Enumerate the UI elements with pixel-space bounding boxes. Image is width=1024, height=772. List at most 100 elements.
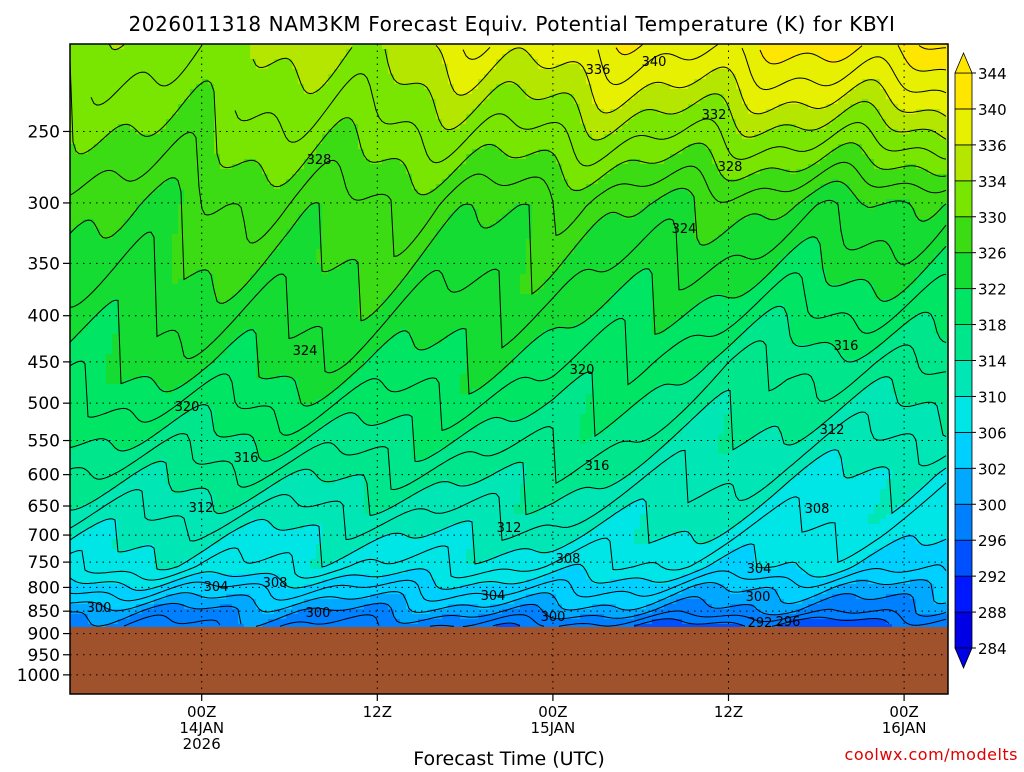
field-cell xyxy=(580,194,587,200)
field-cell xyxy=(130,209,137,215)
field-cell xyxy=(844,109,851,115)
field-cell xyxy=(730,74,737,80)
field-cell xyxy=(352,109,359,115)
field-cell xyxy=(502,99,509,105)
field-cell xyxy=(910,149,917,155)
field-cell xyxy=(256,74,263,80)
field-cell xyxy=(166,59,173,65)
field-cell xyxy=(736,164,743,170)
field-cell xyxy=(616,179,623,185)
field-cell xyxy=(382,204,389,210)
field-cell xyxy=(754,99,761,105)
field-cell xyxy=(592,144,599,150)
field-cell xyxy=(682,159,689,165)
field-cell xyxy=(238,114,245,120)
field-cell xyxy=(706,44,713,50)
field-cell xyxy=(736,159,743,165)
field-cell xyxy=(754,154,761,160)
field-cell xyxy=(892,59,899,65)
field-cell xyxy=(484,134,491,140)
field-cell xyxy=(268,74,275,80)
field-cell xyxy=(772,164,779,170)
field-cell xyxy=(856,104,863,110)
field-cell xyxy=(844,159,851,165)
field-cell xyxy=(112,159,119,165)
field-cell xyxy=(346,99,353,105)
field-cell xyxy=(136,174,143,180)
field-cell xyxy=(400,149,407,155)
field-cell xyxy=(736,49,743,55)
field-cell xyxy=(562,199,569,205)
field-cell xyxy=(700,199,707,205)
field-cell xyxy=(712,59,719,65)
field-cell xyxy=(922,184,929,190)
field-cell xyxy=(88,124,95,130)
field-cell xyxy=(910,134,917,140)
field-cell xyxy=(646,79,653,85)
field-cell xyxy=(226,114,233,120)
field-cell xyxy=(604,209,611,215)
field-cell xyxy=(130,134,137,140)
field-cell xyxy=(202,139,209,145)
field-cell xyxy=(682,179,689,185)
field-cell xyxy=(700,204,707,210)
field-cell xyxy=(484,139,491,145)
field-cell xyxy=(94,154,101,160)
field-cell xyxy=(262,179,269,185)
field-cell xyxy=(748,204,755,210)
field-cell xyxy=(856,44,863,50)
field-cell xyxy=(190,169,197,175)
field-cell xyxy=(760,59,767,65)
field-cell xyxy=(898,54,905,60)
field-cell xyxy=(706,154,713,160)
field-cell xyxy=(220,179,227,185)
field-cell xyxy=(76,179,83,185)
field-cell xyxy=(850,159,857,165)
field-cell xyxy=(94,179,101,185)
field-cell xyxy=(148,124,155,130)
field-cell xyxy=(358,129,365,135)
field-cell xyxy=(334,194,341,200)
field-cell xyxy=(856,89,863,95)
field-cell xyxy=(292,154,299,160)
field-cell xyxy=(754,119,761,125)
field-cell xyxy=(718,169,725,175)
field-cell xyxy=(484,59,491,65)
field-cell xyxy=(106,84,113,90)
field-cell xyxy=(598,199,605,205)
field-cell xyxy=(574,194,581,200)
field-cell xyxy=(190,129,197,135)
field-cell xyxy=(496,44,503,50)
field-cell xyxy=(376,174,383,180)
field-cell xyxy=(418,139,425,145)
field-cell xyxy=(154,209,161,215)
field-cell xyxy=(172,174,179,180)
field-cell xyxy=(334,64,341,70)
field-cell xyxy=(142,149,149,155)
field-cell xyxy=(448,184,455,190)
field-cell xyxy=(664,74,671,80)
field-cell xyxy=(166,94,173,100)
field-cell xyxy=(676,209,683,215)
field-cell xyxy=(148,134,155,140)
field-cell xyxy=(628,124,635,130)
field-cell xyxy=(574,134,581,140)
field-cell xyxy=(136,69,143,75)
field-cell xyxy=(550,189,557,195)
field-cell xyxy=(418,59,425,65)
field-cell xyxy=(772,89,779,95)
field-cell xyxy=(286,184,293,190)
field-cell xyxy=(904,54,911,60)
field-cell xyxy=(562,154,569,160)
field-cell xyxy=(670,139,677,145)
field-cell xyxy=(784,184,791,190)
field-cell xyxy=(472,174,479,180)
field-cell xyxy=(172,109,179,115)
field-cell xyxy=(274,49,281,55)
field-cell xyxy=(256,44,263,50)
field-cell xyxy=(244,199,251,205)
field-cell xyxy=(208,119,215,125)
field-cell xyxy=(796,119,803,125)
field-cell xyxy=(466,164,473,170)
field-cell xyxy=(832,159,839,165)
